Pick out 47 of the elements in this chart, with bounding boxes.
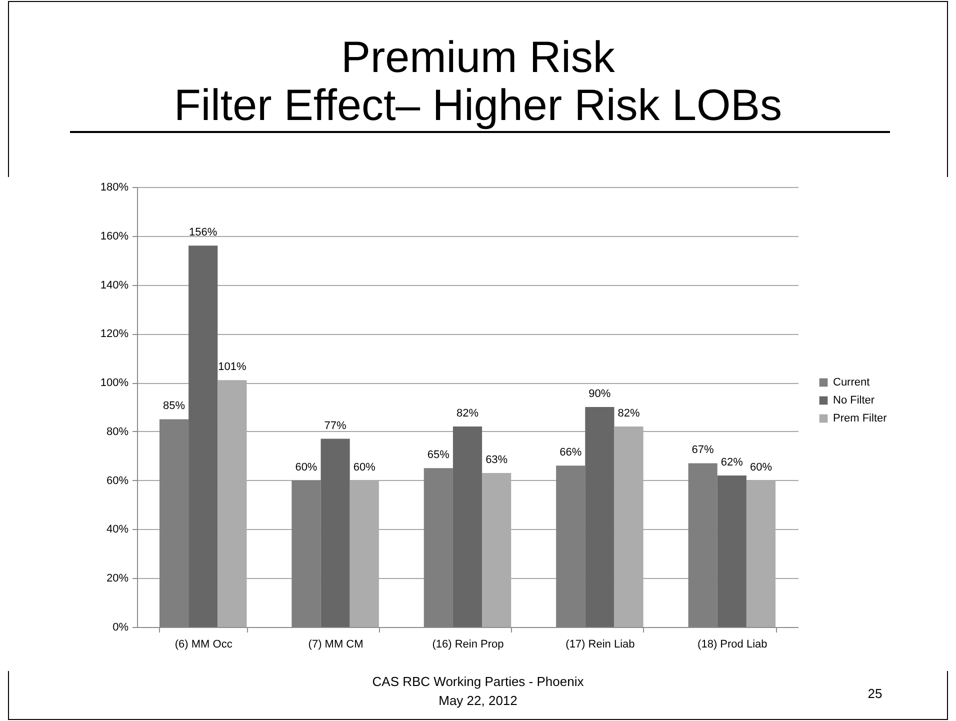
y-tick-label: 80% xyxy=(106,426,129,438)
data-label: 60% xyxy=(295,461,318,474)
y-tick-label: 180% xyxy=(100,182,129,194)
data-label: 82% xyxy=(456,408,479,420)
data-label: 65% xyxy=(427,449,450,462)
bar xyxy=(159,419,189,627)
bar xyxy=(452,426,482,627)
bar xyxy=(585,407,614,627)
y-tick-label: 40% xyxy=(106,524,129,536)
legend-label: Prem Filter xyxy=(833,412,888,424)
data-label: 77% xyxy=(324,420,347,432)
y-tick-label: 160% xyxy=(100,230,129,242)
bar xyxy=(292,480,321,627)
text: CAS RBC Working Parties - Phoenix xyxy=(372,674,584,689)
x-tick-label: (7) MM CM xyxy=(308,638,364,650)
data-label: 90% xyxy=(588,388,611,400)
data-label: 82% xyxy=(618,408,640,420)
legend-label: No Filter xyxy=(833,394,875,406)
bar xyxy=(424,468,453,627)
y-tick-label: 120% xyxy=(100,328,129,340)
data-label: 101% xyxy=(218,361,246,374)
x-tick-label: (18) Prod Liab xyxy=(698,638,768,650)
x-tick-label: (16) Rein Prop xyxy=(432,638,504,650)
x-tick-label: (6) MM Occ xyxy=(174,638,233,650)
y-tick-label: 0% xyxy=(112,622,129,634)
data-label: 60% xyxy=(750,461,772,474)
bar xyxy=(556,466,586,627)
data-label: 67% xyxy=(692,444,714,456)
y-tick-label: 20% xyxy=(106,572,129,585)
y-tick-label: 100% xyxy=(100,377,129,390)
bar xyxy=(188,246,218,627)
data-label: 63% xyxy=(486,454,508,466)
legend-label: Current xyxy=(833,376,870,388)
data-label: 156% xyxy=(189,226,218,239)
text: 25 xyxy=(866,686,884,701)
bar xyxy=(688,463,718,627)
data-label: 60% xyxy=(353,461,376,474)
text: May 22, 2012 xyxy=(438,693,518,708)
data-label: 62% xyxy=(720,456,744,468)
chart-title: Premium Risk Filter Effect– Higher Risk LOBs xyxy=(172,33,784,130)
data-label: 85% xyxy=(163,400,186,412)
x-tick-label: (17) Rein Liab xyxy=(566,638,635,650)
bar xyxy=(320,438,350,627)
bar xyxy=(717,475,746,627)
y-tick-label: 140% xyxy=(100,279,129,292)
y-tick-label: 60% xyxy=(106,474,129,487)
data-label: 66% xyxy=(560,446,582,459)
